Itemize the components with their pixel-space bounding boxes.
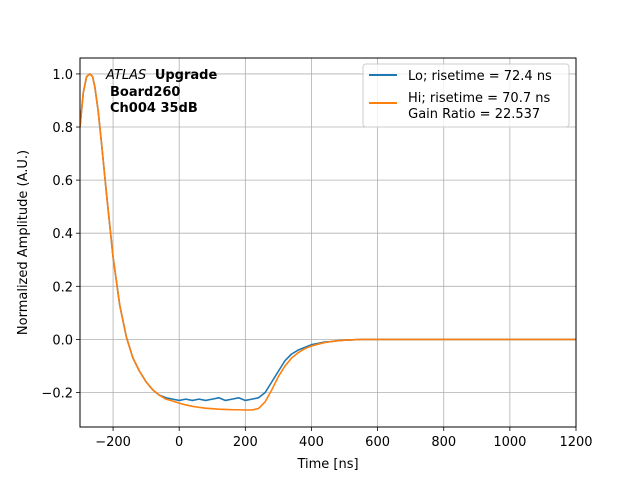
annotation-line-2: Board260 xyxy=(110,85,180,100)
y-tick-label: 0.4 xyxy=(52,227,73,242)
x-tick-label: 1000 xyxy=(493,435,526,450)
x-tick-label: −200 xyxy=(95,435,131,450)
legend-label-line: Gain Ratio = 22.537 xyxy=(404,107,540,122)
legend-label-lo: Lo; risetime = 72.4 ns xyxy=(408,69,552,84)
x-tick-label: 800 xyxy=(431,435,456,450)
plot-frame xyxy=(79,57,577,428)
x-tick-label: 1200 xyxy=(559,435,592,450)
x-tick-label: 400 xyxy=(299,435,324,450)
series-line-hi xyxy=(80,73,576,411)
annotation-upgrade: Upgrade xyxy=(155,68,218,83)
y-axis-label: Normalized Amplitude (A.U.) xyxy=(16,150,31,335)
x-tick-label: 600 xyxy=(365,435,390,450)
annotation-line-3: Ch004 35dB xyxy=(110,101,198,116)
y-tick-label: 0.6 xyxy=(52,174,73,189)
y-tick-label: 0.8 xyxy=(52,121,73,136)
y-tick-label: 1.0 xyxy=(52,68,73,83)
annotation-line-1: ATLAS Upgrade xyxy=(105,68,217,83)
annotation: ATLAS Upgrade Board260 Ch004 35dB xyxy=(105,68,217,116)
y-tick-label: 0.0 xyxy=(52,333,73,348)
y-tick-label: 0.2 xyxy=(52,280,73,295)
legend-box xyxy=(362,63,570,128)
y-axis: −0.2 0.0 0.2 0.4 0.6 0.8 1.0 xyxy=(41,68,80,401)
series-layer xyxy=(80,73,576,411)
legend-label-hi: Hi; risetime = 70.7 ns Gain Ratio = 22.5… xyxy=(404,91,550,122)
legend-label-line: Lo; risetime = 72.4 ns xyxy=(408,69,552,84)
x-tick-label: 200 xyxy=(233,435,258,450)
x-tick-label: 0 xyxy=(175,435,183,450)
legend-label-line: Hi; risetime = 70.7 ns xyxy=(408,91,550,106)
legend: Lo; risetime = 72.4 ns Hi; risetime = 70… xyxy=(362,63,570,128)
y-tick-label: −0.2 xyxy=(41,386,73,401)
annotation-atlas: ATLAS xyxy=(105,68,146,83)
x-axis: −200 0 200 400 600 800 1000 1200 xyxy=(95,427,593,450)
x-axis-label: Time [ns] xyxy=(296,457,358,472)
